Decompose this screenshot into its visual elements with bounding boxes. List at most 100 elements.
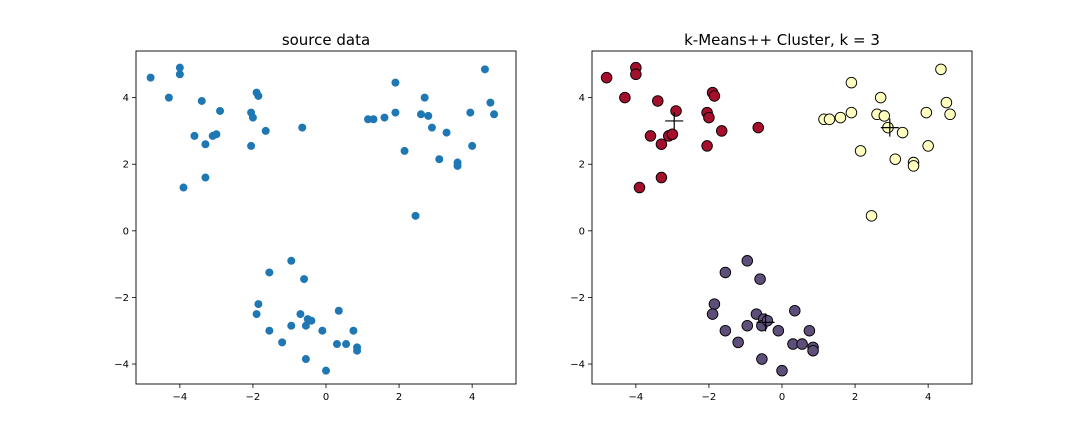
data-point xyxy=(480,65,489,74)
cluster-2-point xyxy=(754,273,766,285)
data-point xyxy=(453,161,462,170)
cluster-0-point xyxy=(633,181,646,194)
cluster-2-point xyxy=(776,364,788,377)
data-point xyxy=(424,111,433,120)
cluster-1-point xyxy=(823,113,836,126)
cluster-2-point xyxy=(706,308,719,320)
data-point xyxy=(298,123,307,132)
data-point xyxy=(468,141,477,150)
x-tick-label: 0 xyxy=(323,392,329,403)
data-point xyxy=(190,131,199,140)
chart-title: k-Means++ Cluster, k = 3 xyxy=(684,31,880,49)
cluster-1-point xyxy=(845,106,858,119)
cluster-2-point xyxy=(803,324,816,337)
cluster-1-point xyxy=(834,111,847,124)
cluster-2-point xyxy=(807,344,819,357)
data-point xyxy=(201,140,210,149)
data-point xyxy=(254,300,263,309)
data-point xyxy=(175,63,184,72)
x-tick-label: −4 xyxy=(628,392,643,403)
y-tick-label: 0 xyxy=(579,226,585,237)
cluster-0-point xyxy=(703,111,715,124)
cluster-0-point xyxy=(652,95,664,107)
cluster-0-point xyxy=(701,140,713,152)
data-point xyxy=(466,108,475,117)
data-point xyxy=(307,316,316,325)
source-data-panel: source data −4 −2 0 2 4 −4 −2 0 2 4 xyxy=(114,31,517,403)
cluster-2-point xyxy=(708,298,721,310)
data-point xyxy=(175,70,184,79)
cluster-0-point xyxy=(715,125,728,137)
data-point xyxy=(334,306,343,315)
cluster-2-point xyxy=(756,353,768,365)
data-point xyxy=(201,173,210,182)
axes-frame xyxy=(135,50,517,385)
x-tick-label: 4 xyxy=(469,392,475,403)
data-point xyxy=(321,366,330,375)
x-tick-label: 4 xyxy=(925,392,931,403)
data-point xyxy=(287,256,296,265)
data-point xyxy=(254,91,263,100)
x-tick-label: −4 xyxy=(172,392,187,403)
cluster-2-point xyxy=(732,336,744,349)
data-point xyxy=(400,146,409,155)
data-point xyxy=(247,141,256,150)
cluster-2-point xyxy=(789,304,801,317)
cluster-1-point xyxy=(878,110,891,122)
y-tick-label: −2 xyxy=(114,293,129,304)
y-tick-label: −4 xyxy=(570,360,585,371)
chart-title: source data xyxy=(282,31,370,49)
cluster-0-point xyxy=(644,130,657,142)
cluster-1-point xyxy=(920,106,933,119)
cluster-2-point xyxy=(761,314,774,327)
cluster-0-point xyxy=(666,128,679,140)
data-point xyxy=(212,130,221,139)
x-tick-label: −2 xyxy=(246,392,261,403)
x-tick-label: 2 xyxy=(852,392,858,403)
cluster-1-point xyxy=(907,160,920,172)
data-point xyxy=(486,98,495,107)
cluster-1-point xyxy=(889,153,902,165)
data-point xyxy=(318,326,327,335)
y-tick-label: −4 xyxy=(114,360,129,371)
cluster-1-point xyxy=(940,96,953,109)
data-point xyxy=(353,346,362,355)
cluster-1-point xyxy=(865,210,878,222)
cluster-1-point xyxy=(845,76,858,89)
cluster-2-point xyxy=(719,324,732,337)
cluster-2-point xyxy=(772,324,785,337)
cluster-0-point xyxy=(655,171,668,184)
data-point xyxy=(332,340,341,349)
data-point xyxy=(216,106,225,115)
cluster-1-point xyxy=(896,126,909,139)
cluster-0-point xyxy=(600,71,613,84)
cluster-2-point xyxy=(719,266,732,279)
data-point xyxy=(490,110,499,119)
data-point xyxy=(349,326,358,335)
kmeans-cluster-panel: k-Means++ Cluster, k = 3 −4 −2 0 2 4 −4 −2 0 2 4 xyxy=(570,31,973,403)
data-point xyxy=(342,340,351,349)
cluster-0-point xyxy=(630,68,642,81)
data-point xyxy=(248,113,257,122)
x-tick-label: 0 xyxy=(779,392,785,403)
y-tick-label: 0 xyxy=(123,226,129,237)
x-tick-label: −2 xyxy=(702,392,717,403)
data-point xyxy=(411,211,420,220)
cluster-0-point xyxy=(752,121,765,134)
y-tick-label: 4 xyxy=(579,93,585,104)
data-point xyxy=(391,108,400,117)
data-point xyxy=(197,96,206,105)
cluster-0-point xyxy=(708,90,721,102)
y-tick-label: 2 xyxy=(123,160,129,171)
data-point xyxy=(380,113,389,122)
y-tick-label: 4 xyxy=(123,93,129,104)
cluster-1-point xyxy=(935,63,947,76)
data-point xyxy=(265,326,274,335)
cluster-1-point xyxy=(874,91,887,104)
cluster-0-point xyxy=(655,138,668,150)
data-point xyxy=(287,321,296,330)
data-point xyxy=(146,73,155,82)
data-point xyxy=(301,355,310,364)
data-point xyxy=(179,183,188,192)
